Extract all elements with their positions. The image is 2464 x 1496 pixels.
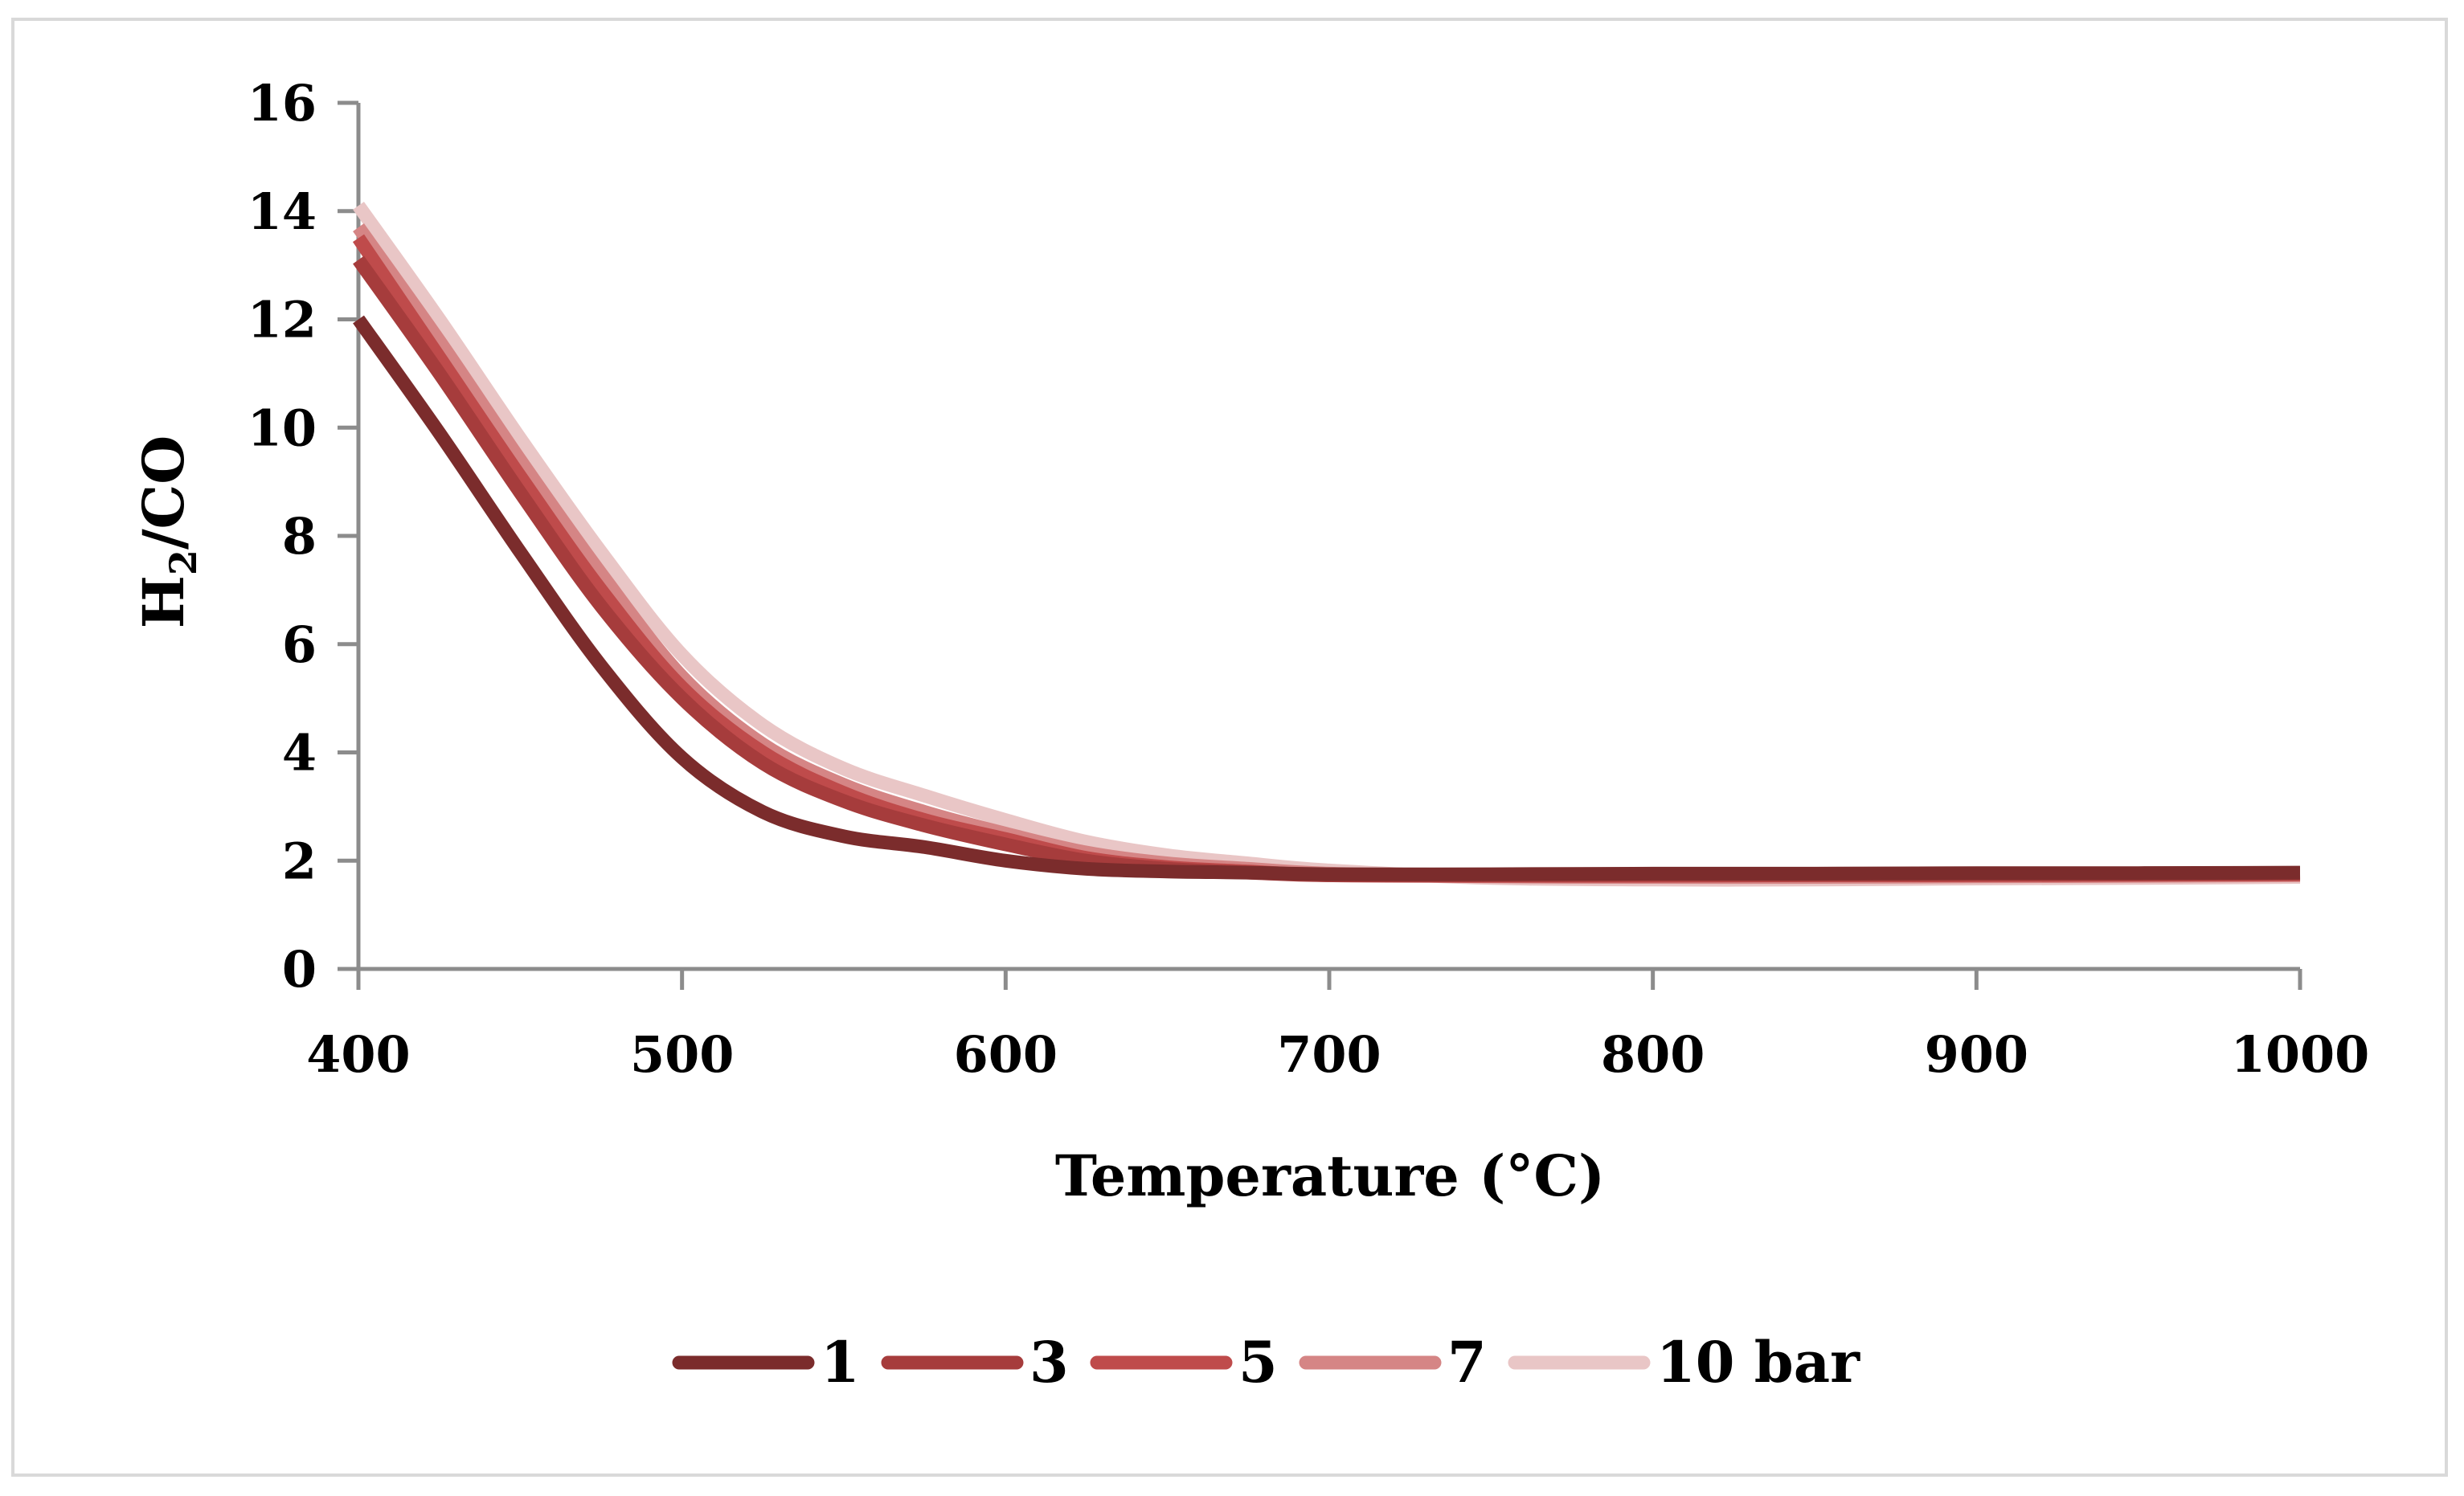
series-line-1 [353,315,2301,881]
legend-label: 3 [1029,1329,1069,1396]
series-line-5 [352,234,2301,883]
y-axis-title-subscript: 2 [162,550,205,575]
x-axis-title: Temperature (°C) [1055,1142,1605,1209]
x-tick-label: 900 [1925,1025,2028,1084]
y-axis-title-main: H [130,575,197,628]
y-tick-label: 12 [248,291,317,349]
svg-text:H2/CO: H2/CO [130,435,205,628]
y-tick-label: 2 [282,832,317,890]
x-axis-ticks: 400 500 600 700 800 900 1000 [306,969,2369,1084]
y-axis-title-tail: /CO [130,435,197,550]
chart-frame [11,18,2448,1477]
x-tick-label: 800 [1601,1025,1705,1084]
y-tick-label: 4 [282,724,317,783]
y-tick-label: 6 [282,615,317,674]
x-tick-label: 700 [1277,1025,1381,1084]
series-line-3 [353,255,2301,883]
y-tick-label: 0 [282,940,317,999]
legend-label: 5 [1238,1329,1278,1396]
series-layer [352,202,2301,887]
series-line-7 [353,223,2301,885]
x-tick-label: 600 [954,1025,1058,1084]
y-tick-label: 10 [248,399,317,457]
legend: 1 3 5 7 10 bar [672,1329,1860,1396]
x-tick-label: 500 [630,1025,734,1084]
series-line-10-bar [353,202,2301,887]
legend-label: 7 [1447,1329,1487,1396]
y-tick-label: 16 [248,74,317,133]
x-tick-label: 1000 [2231,1025,2370,1084]
y-tick-label: 14 [248,182,317,241]
y-axis-title: H2/CO [130,435,205,628]
legend-label: 10 bar [1656,1329,1860,1396]
y-tick-label: 8 [282,507,317,566]
x-tick-label: 400 [306,1025,410,1084]
legend-label: 1 [821,1329,860,1396]
y-axis-ticks: 0 2 4 6 8 10 12 14 16 [248,74,358,999]
